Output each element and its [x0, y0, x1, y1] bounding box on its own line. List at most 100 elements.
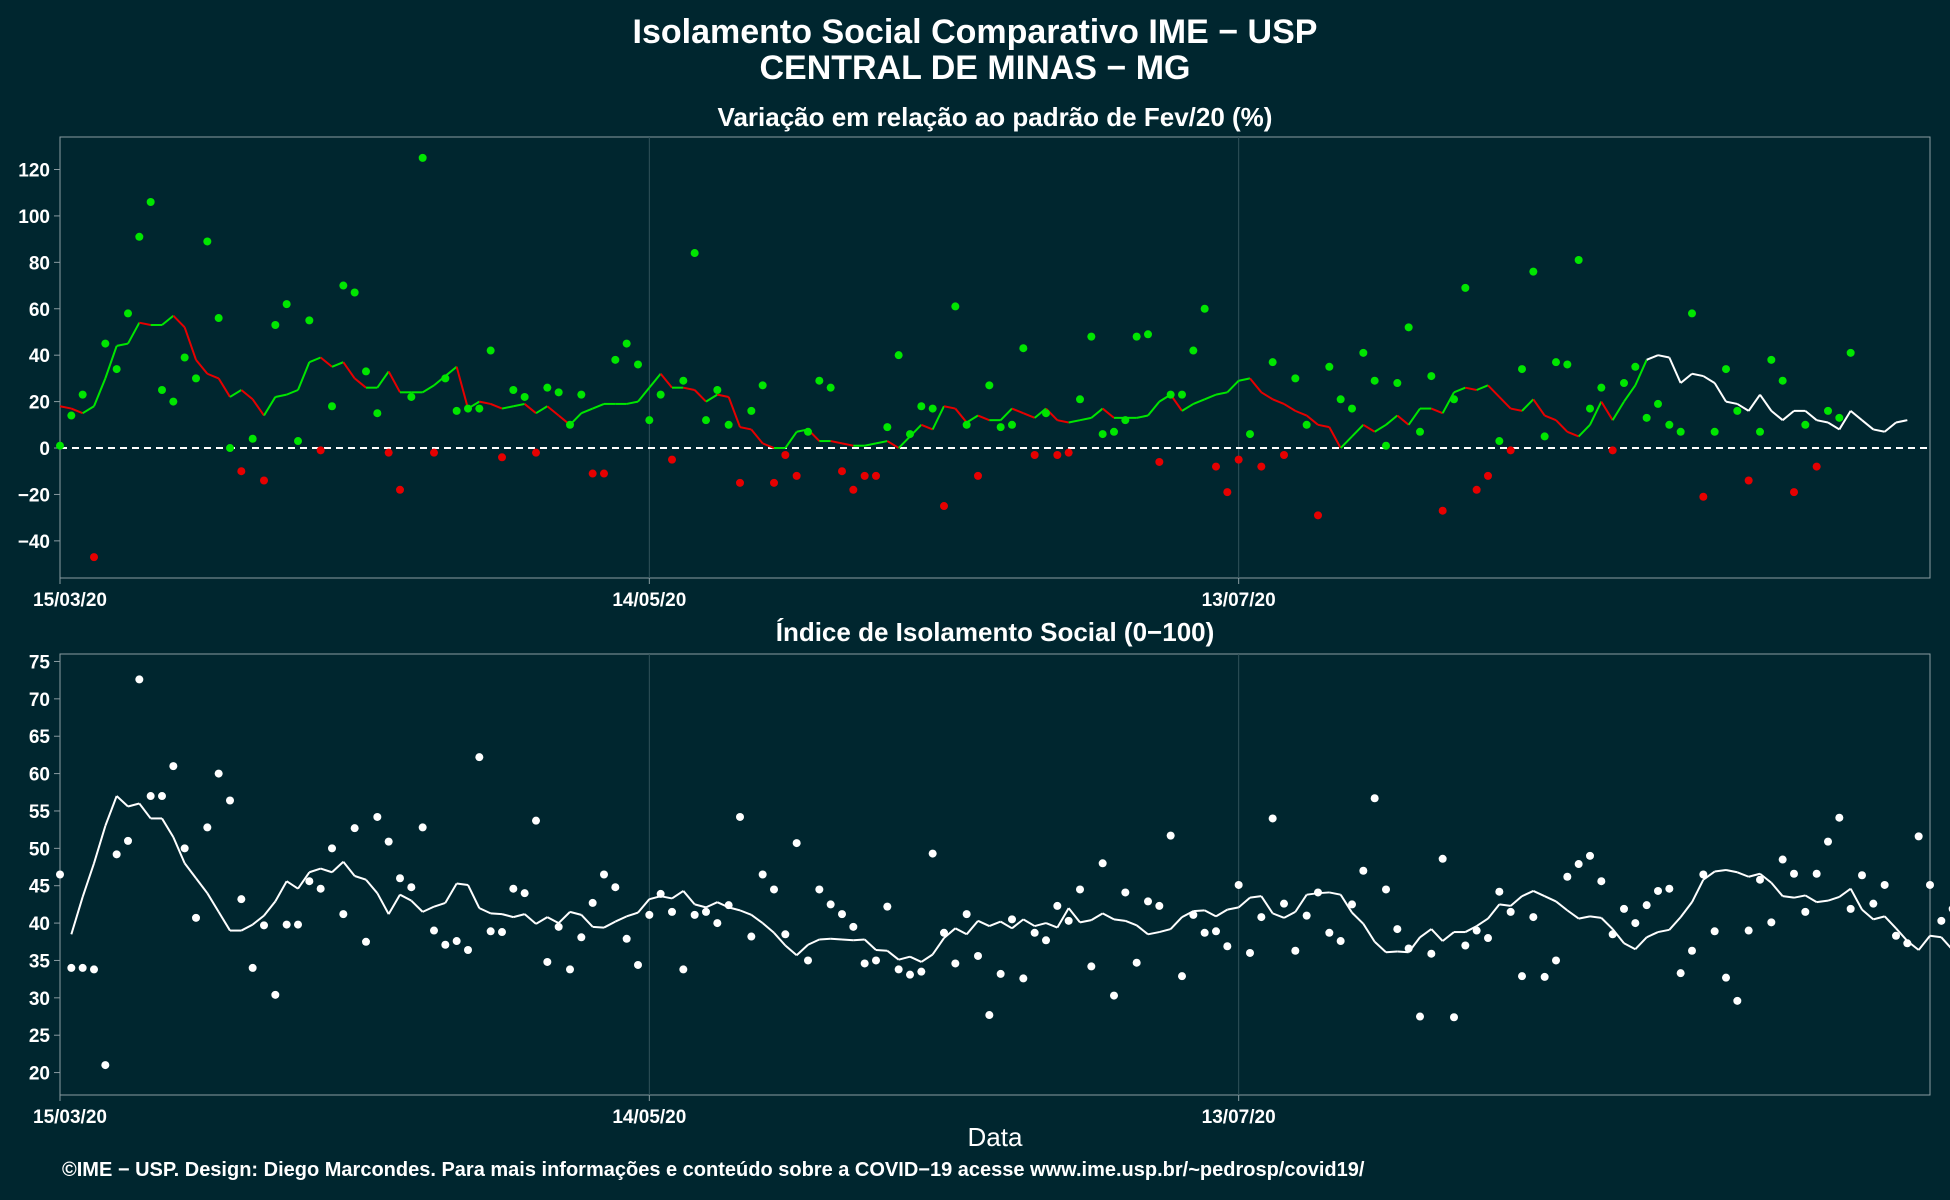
moving-average-segment	[909, 955, 922, 963]
data-point	[1858, 871, 1866, 880]
data-point	[1631, 362, 1640, 371]
moving-average-segment	[648, 373, 662, 389]
chart-title-region: CENTRAL DE MINAS − MG	[759, 49, 1191, 87]
moving-average-segment	[683, 386, 695, 391]
moving-average-segment	[1442, 931, 1455, 942]
data-point	[430, 926, 438, 935]
data-point	[1608, 930, 1617, 939]
data-point	[724, 420, 733, 429]
moving-average-segment	[819, 937, 831, 941]
data-point	[1688, 946, 1696, 955]
data-point	[996, 423, 1005, 432]
data-point	[1098, 859, 1107, 868]
moving-average-segment	[1895, 927, 1909, 942]
data-point	[747, 406, 756, 415]
moving-average-segment	[490, 912, 503, 916]
data-point	[135, 232, 144, 241]
data-point	[1733, 996, 1742, 1005]
data-point	[1552, 358, 1560, 367]
y-tick-label: 35	[29, 951, 51, 972]
moving-average-segment	[342, 861, 356, 877]
data-point	[1642, 413, 1651, 422]
data-point	[1665, 420, 1674, 429]
moving-average-segment	[626, 911, 639, 918]
data-point	[713, 385, 722, 394]
data-point	[883, 902, 892, 911]
moving-average-segment	[479, 400, 491, 405]
panel2-title: Índice de Isolamento Social (0−100)	[775, 617, 1215, 647]
moving-average-segment	[127, 802, 140, 808]
data-point	[894, 965, 903, 974]
data-point	[430, 448, 438, 457]
x-axis-label: Data	[967, 1122, 1023, 1152]
moving-average-segment	[1022, 412, 1036, 419]
data-point	[1597, 383, 1606, 392]
data-point	[1506, 907, 1515, 916]
moving-average-segment	[524, 403, 537, 414]
data-point	[1382, 885, 1390, 894]
data-point	[282, 920, 291, 929]
data-point	[1280, 899, 1288, 908]
data-point	[350, 824, 359, 833]
moving-average-segment	[1000, 920, 1013, 930]
data-point	[498, 453, 506, 462]
moving-average-segment	[762, 442, 775, 449]
moving-average-segment	[1487, 903, 1501, 920]
data-point	[1472, 926, 1481, 935]
y-tick-label: 65	[29, 727, 51, 748]
moving-average-segment	[456, 882, 469, 886]
moving-average-segment	[1181, 403, 1194, 412]
moving-average-segment	[580, 914, 594, 928]
data-point	[67, 963, 76, 972]
data-point	[1008, 420, 1016, 429]
moving-average-segment	[1577, 424, 1591, 438]
data-point	[1846, 348, 1855, 357]
data-point	[1767, 355, 1776, 364]
data-point	[1540, 972, 1549, 981]
data-point	[1427, 949, 1436, 958]
moving-average-segment	[354, 377, 367, 389]
moving-average-segment	[1339, 894, 1353, 914]
x-tick-label: 15/03/20	[33, 590, 107, 611]
moving-average-segment	[705, 393, 718, 403]
moving-average-segment	[1373, 941, 1387, 953]
data-point	[781, 450, 790, 459]
moving-average-segment	[1204, 909, 1217, 918]
moving-average-segment	[1657, 354, 1670, 359]
moving-average-segment	[897, 435, 911, 449]
data-point	[203, 823, 212, 832]
data-point	[407, 883, 416, 892]
moving-average-segment	[513, 913, 525, 919]
data-point	[1064, 448, 1073, 457]
data-point	[1053, 901, 1062, 910]
data-point	[1495, 437, 1504, 446]
y-tick-label: 60	[29, 765, 50, 786]
moving-average-segment	[546, 405, 560, 417]
data-point	[1393, 925, 1402, 934]
moving-average-segment	[1306, 414, 1319, 426]
moving-average-segment	[943, 927, 956, 939]
moving-average-segment	[1136, 414, 1149, 419]
moving-average-segment	[116, 342, 129, 347]
data-point	[1552, 956, 1560, 965]
data-point	[1654, 399, 1662, 408]
moving-average-segment	[1725, 400, 1738, 405]
moving-average-segment	[1499, 903, 1511, 907]
moving-average-segment	[682, 890, 696, 906]
data-point	[951, 959, 960, 968]
moving-average-segment	[739, 426, 752, 431]
data-point	[237, 895, 246, 904]
moving-average-segment	[830, 937, 843, 941]
moving-average-segment	[1430, 928, 1444, 942]
panel1-title: Variação em relação ao padrão de Fev/20 …	[717, 102, 1273, 132]
moving-average-segment	[841, 938, 854, 942]
moving-average-segment	[898, 955, 911, 961]
data-point	[169, 762, 178, 771]
data-point	[792, 471, 801, 480]
data-point	[1778, 376, 1787, 385]
data-point	[1121, 888, 1130, 897]
moving-average-segment	[501, 405, 514, 410]
data-point	[271, 990, 280, 999]
moving-average-segment	[1873, 428, 1885, 433]
data-point	[56, 870, 64, 879]
